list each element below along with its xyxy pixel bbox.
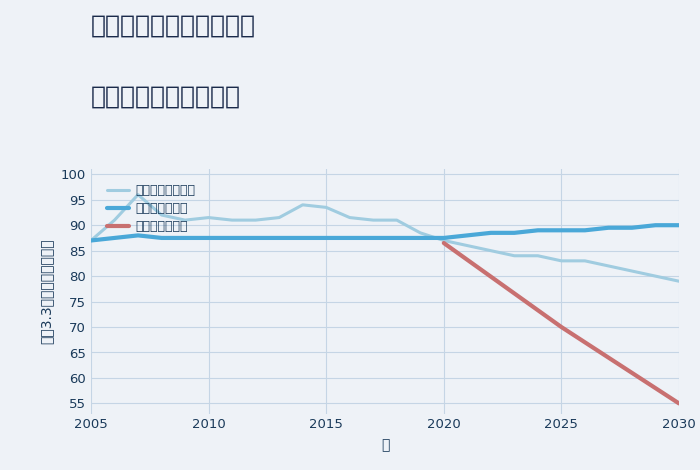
グッドシナリオ	[322, 235, 330, 241]
ノーマルシナリオ	[251, 217, 260, 223]
グッドシナリオ	[604, 225, 612, 231]
バッドシナリオ	[440, 240, 448, 246]
グッドシナリオ	[675, 222, 683, 228]
グッドシナリオ	[393, 235, 401, 241]
ノーマルシナリオ	[675, 278, 683, 284]
ノーマルシナリオ	[346, 215, 354, 220]
グッドシナリオ	[581, 227, 589, 233]
Legend: ノーマルシナリオ, グッドシナリオ, バッドシナリオ: ノーマルシナリオ, グッドシナリオ, バッドシナリオ	[103, 180, 200, 237]
ノーマルシナリオ	[604, 263, 612, 269]
グッドシナリオ	[251, 235, 260, 241]
Y-axis label: 坪（3.3㎡）単価（万円）: 坪（3.3㎡）単価（万円）	[40, 239, 54, 344]
バッドシナリオ	[675, 400, 683, 406]
ノーマルシナリオ	[486, 248, 495, 253]
グッドシナリオ	[440, 235, 448, 241]
グッドシナリオ	[346, 235, 354, 241]
Line: グッドシナリオ: グッドシナリオ	[91, 225, 679, 241]
ノーマルシナリオ	[510, 253, 519, 258]
ノーマルシナリオ	[557, 258, 566, 264]
グッドシナリオ	[416, 235, 424, 241]
ノーマルシナリオ	[393, 217, 401, 223]
グッドシナリオ	[87, 238, 95, 243]
グッドシナリオ	[158, 235, 166, 241]
ノーマルシナリオ	[440, 238, 448, 243]
ノーマルシナリオ	[628, 268, 636, 274]
Line: ノーマルシナリオ: ノーマルシナリオ	[91, 195, 679, 281]
ノーマルシナリオ	[158, 212, 166, 218]
グッドシナリオ	[557, 227, 566, 233]
Text: 中古戸建ての価格推移: 中古戸建ての価格推移	[91, 85, 241, 109]
グッドシナリオ	[275, 235, 284, 241]
ノーマルシナリオ	[369, 217, 377, 223]
ノーマルシナリオ	[134, 192, 142, 197]
グッドシナリオ	[463, 233, 472, 238]
ノーマルシナリオ	[228, 217, 237, 223]
バッドシナリオ	[557, 324, 566, 330]
Line: バッドシナリオ: バッドシナリオ	[444, 243, 679, 403]
グッドシナリオ	[298, 235, 307, 241]
グッドシナリオ	[533, 227, 542, 233]
グッドシナリオ	[369, 235, 377, 241]
ノーマルシナリオ	[533, 253, 542, 258]
ノーマルシナリオ	[581, 258, 589, 264]
ノーマルシナリオ	[651, 273, 659, 279]
ノーマルシナリオ	[275, 215, 284, 220]
グッドシナリオ	[228, 235, 237, 241]
グッドシナリオ	[651, 222, 659, 228]
ノーマルシナリオ	[87, 238, 95, 243]
グッドシナリオ	[204, 235, 213, 241]
ノーマルシナリオ	[204, 215, 213, 220]
Text: 兵庫県姫路市増位新町の: 兵庫県姫路市増位新町の	[91, 14, 256, 38]
ノーマルシナリオ	[111, 217, 119, 223]
ノーマルシナリオ	[298, 202, 307, 208]
ノーマルシナリオ	[463, 243, 472, 248]
ノーマルシナリオ	[322, 204, 330, 210]
グッドシナリオ	[134, 233, 142, 238]
グッドシナリオ	[628, 225, 636, 231]
ノーマルシナリオ	[181, 217, 189, 223]
グッドシナリオ	[111, 235, 119, 241]
グッドシナリオ	[510, 230, 519, 235]
X-axis label: 年: 年	[381, 439, 389, 453]
ノーマルシナリオ	[416, 230, 424, 235]
グッドシナリオ	[486, 230, 495, 235]
グッドシナリオ	[181, 235, 189, 241]
